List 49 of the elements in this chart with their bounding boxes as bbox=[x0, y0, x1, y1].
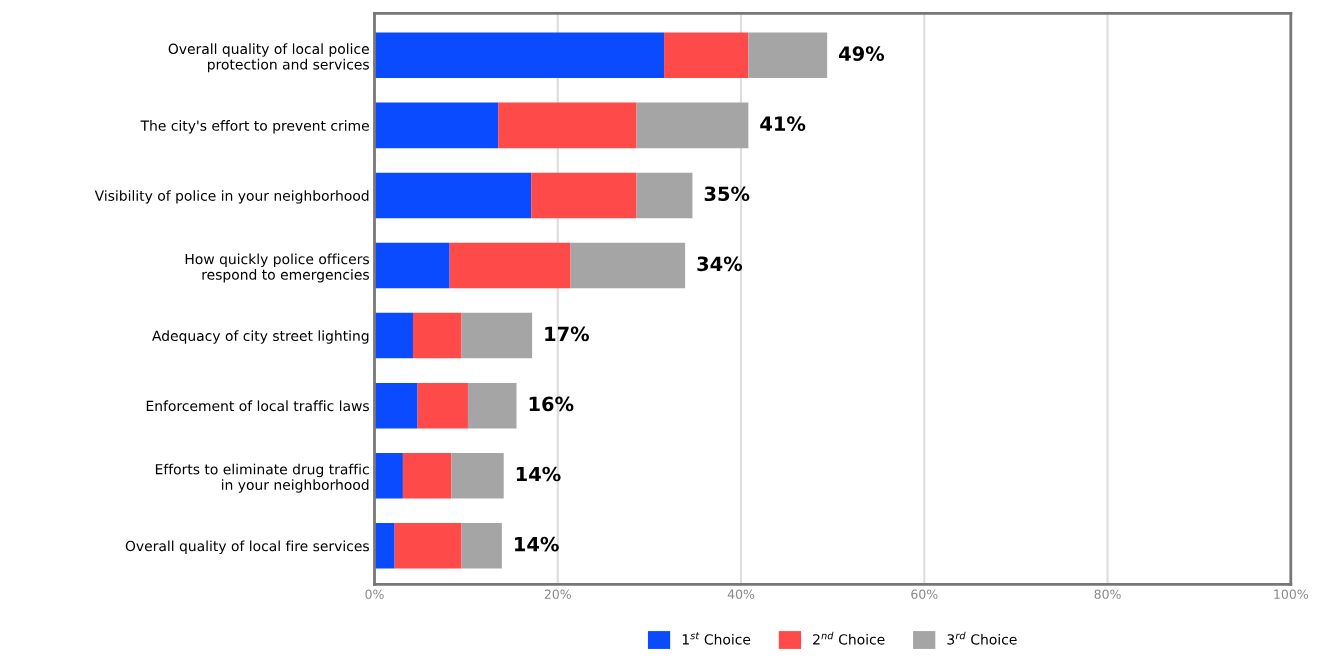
total-label: 35% bbox=[704, 186, 750, 202]
bar bbox=[461, 523, 502, 569]
y-tick-label: Overall quality of local police protection and services bbox=[168, 43, 369, 73]
y-tick-label: Adequacy of city street lighting bbox=[152, 330, 369, 344]
bar bbox=[636, 172, 693, 219]
bar bbox=[531, 172, 637, 219]
bar bbox=[748, 32, 828, 79]
total-label: 49% bbox=[839, 46, 885, 61]
bar bbox=[374, 452, 403, 499]
total-label: 34% bbox=[697, 256, 743, 272]
x-tick-label: 20% bbox=[544, 589, 571, 599]
bar bbox=[664, 32, 749, 79]
x-tick-label: 80% bbox=[1094, 589, 1121, 599]
bar bbox=[374, 102, 499, 149]
bar bbox=[449, 242, 571, 289]
bar bbox=[374, 312, 413, 359]
bar bbox=[498, 102, 637, 149]
legend-label: 1$^{st}$ Choice bbox=[682, 632, 751, 645]
bar bbox=[467, 382, 517, 429]
y-tick-label: Efforts to eliminate drug traffic in your neighborhood bbox=[155, 463, 369, 493]
bar bbox=[374, 32, 665, 79]
total-label: 41% bbox=[760, 116, 806, 132]
total-label: 14% bbox=[515, 536, 559, 552]
y-tick-label: Overall quality of local fire services bbox=[125, 540, 369, 554]
total-label: 14% bbox=[516, 466, 561, 482]
y-tick-label: Visibility of police in your neighborhood bbox=[94, 190, 369, 204]
total-label: 16% bbox=[529, 396, 574, 412]
y-tick-label: The city's effort to prevent crime bbox=[140, 120, 369, 134]
bar bbox=[402, 452, 452, 499]
bar bbox=[451, 452, 504, 499]
bar bbox=[412, 312, 462, 359]
bar bbox=[374, 382, 418, 429]
bar bbox=[374, 242, 450, 289]
x-tick-label: 40% bbox=[727, 589, 755, 599]
bar bbox=[570, 242, 686, 289]
bar bbox=[374, 172, 532, 219]
x-tick-label: 0% bbox=[365, 589, 384, 599]
total-label: 17% bbox=[545, 326, 590, 342]
legend-label: 2$^{nd}$ Choice bbox=[813, 631, 885, 645]
y-tick-label: How quickly police officers respond to emergencies bbox=[185, 253, 369, 283]
x-tick-label: 60% bbox=[911, 589, 938, 599]
bar bbox=[461, 312, 533, 359]
legend-label: 3$^{rd}$ Choice bbox=[947, 631, 1017, 645]
bar bbox=[374, 523, 395, 569]
bar bbox=[417, 382, 468, 429]
x-tick-label: 100% bbox=[1274, 589, 1308, 599]
bar bbox=[394, 523, 462, 569]
y-tick-label: Enforcement of local traffic laws bbox=[146, 400, 369, 412]
bar bbox=[636, 102, 749, 149]
